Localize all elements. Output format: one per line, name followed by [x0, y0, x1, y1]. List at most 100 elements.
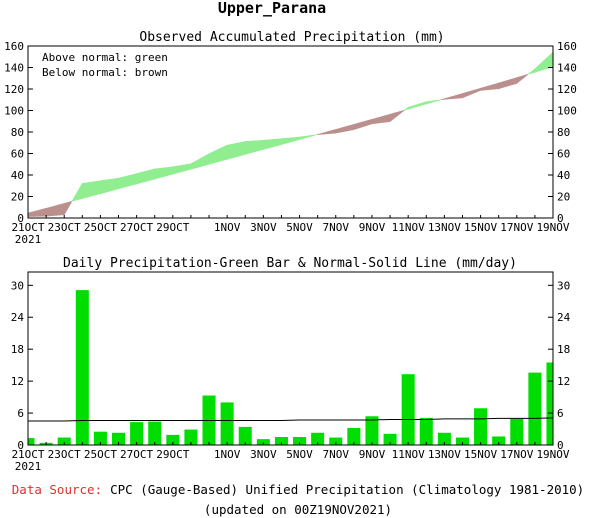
daily-precip-bar	[93, 431, 107, 445]
x-tick-label: 13NOV	[428, 448, 461, 461]
y-tick-label-left: 6	[17, 407, 24, 420]
above-normal-area	[118, 173, 137, 190]
daily-precip-bar	[437, 432, 451, 445]
x-tick-label: 11NOV	[392, 448, 425, 461]
x-tick-label: 7NOV	[323, 448, 350, 461]
x-tick-label: 13NOV	[428, 221, 461, 234]
x-tick-label: 21OCT	[11, 448, 44, 461]
y-tick-label-left: 24	[11, 311, 25, 324]
x-tick-label: 11NOV	[392, 221, 425, 234]
below-normal-area	[480, 82, 499, 91]
x-tick-label: 17NOV	[500, 221, 533, 234]
x-tick-label: 27OCT	[120, 448, 153, 461]
data-source-label: Data Source:	[12, 482, 102, 497]
x-tick-label: 23OCT	[48, 221, 81, 234]
top-chart-axes: 0 0 20 20 40 40 60 60 80 80 100 100 120 120 140 140 160 1…	[4, 40, 577, 246]
above-normal-area	[172, 163, 192, 175]
y-tick-label-left: 60	[11, 148, 24, 161]
x-tick-label: 15NOV	[464, 221, 497, 234]
daily-precip-bar	[184, 429, 198, 445]
y-tick-label-right: 140	[557, 62, 577, 75]
normal-line	[28, 417, 554, 422]
daily-precip-bar	[148, 421, 162, 445]
x-tick-label: 21OCT	[11, 221, 44, 234]
above-normal-area	[136, 168, 156, 185]
below-normal-area	[63, 200, 73, 216]
daily-precip-bar	[546, 362, 553, 445]
data-source-line: Data Source: CPC (Gauge-Based) Unified Pr…	[12, 482, 584, 497]
above-normal-area	[407, 101, 427, 110]
daily-precip-bar	[274, 437, 288, 445]
data-source-text: CPC (Gauge-Based) Unified Precipitation …	[110, 482, 584, 497]
daily-precip-bar	[401, 374, 415, 445]
x-tick-label: 23OCT	[48, 448, 81, 461]
page-title: Upper_Parana	[218, 0, 326, 17]
x-year-label: 2021	[15, 233, 42, 246]
x-tick-label: 5NOV	[286, 221, 313, 234]
y-tick-label-left: 18	[11, 343, 24, 356]
below-normal-area	[45, 202, 65, 217]
bottom-chart-axes: 0 0 6 6 12 12 18 18 24 24 30 30 21OCT 23OCT 25OCT 27OCT…	[11, 279, 571, 473]
legend-below-normal: Below normal: brown	[42, 66, 168, 79]
above-normal-area	[425, 99, 441, 105]
below-normal-area	[371, 113, 391, 125]
y-tick-label-right: 40	[557, 169, 570, 182]
updated-text: (updated on 00Z19NOV2021)	[204, 502, 392, 517]
daily-precip-bar	[112, 432, 126, 445]
x-tick-label: 19NOV	[536, 448, 569, 461]
y-tick-label-right: 60	[557, 148, 570, 161]
y-tick-label-left: 80	[11, 126, 24, 139]
x-tick-label: 29OCT	[156, 221, 189, 234]
daily-precip-bar	[57, 437, 71, 445]
x-tick-label: 19NOV	[536, 221, 569, 234]
daily-precip-bar	[419, 417, 433, 445]
y-tick-label-right: 80	[557, 126, 570, 139]
below-normal-area	[389, 109, 405, 123]
daily-precip-bar	[75, 290, 89, 445]
above-normal-area	[190, 153, 210, 170]
y-tick-label-left: 0	[17, 212, 24, 225]
above-normal-area	[527, 68, 536, 75]
below-normal-area	[317, 129, 337, 135]
x-tick-label: 25OCT	[84, 221, 117, 234]
above-normal-area	[100, 177, 119, 195]
daily-precip-bar	[365, 416, 379, 445]
legend-above-normal: Above normal: green	[42, 51, 168, 64]
daily-precip-bar	[455, 437, 469, 445]
above-normal-area	[154, 166, 174, 180]
y-tick-label-right: 0	[557, 212, 564, 225]
above-normal-area	[404, 106, 409, 111]
below-normal-area	[498, 77, 518, 90]
x-tick-label: 15NOV	[464, 448, 497, 461]
daily-precip-bar	[492, 436, 506, 445]
x-tick-label: 1NOV	[214, 221, 241, 234]
x-tick-label: 9NOV	[359, 448, 386, 461]
x-tick-label: 3NOV	[250, 448, 277, 461]
y-tick-label-right: 0	[557, 439, 564, 452]
x-tick-label: 25OCT	[84, 448, 117, 461]
bottom-chart-frame	[27, 271, 554, 446]
above-normal-area	[281, 136, 300, 145]
below-normal-area	[353, 118, 373, 131]
x-tick-label: 27OCT	[120, 221, 153, 234]
bottom-chart-title: Daily Precipitation-Green Bar & Normal-S…	[63, 256, 517, 271]
daily-precip-bar	[238, 426, 252, 445]
y-tick-label-left: 120	[4, 83, 24, 96]
y-tick-label-right: 6	[557, 407, 564, 420]
y-tick-label-right: 24	[557, 311, 571, 324]
y-tick-label-left: 40	[11, 169, 24, 182]
daily-precip-bar	[528, 372, 542, 445]
above-normal-area	[226, 141, 246, 160]
y-tick-label-right: 100	[557, 105, 577, 118]
y-tick-label-right: 160	[557, 40, 577, 53]
x-tick-label: 5NOV	[286, 448, 313, 461]
below-normal-area	[444, 93, 463, 100]
y-tick-label-left: 20	[11, 191, 24, 204]
y-tick-label-left: 0	[17, 439, 24, 452]
x-tick-label: 3NOV	[250, 221, 277, 234]
x-tick-label: 17NOV	[500, 448, 533, 461]
y-tick-label-right: 30	[557, 279, 570, 292]
below-normal-area	[462, 87, 481, 99]
daily-precip-bar	[28, 438, 35, 445]
